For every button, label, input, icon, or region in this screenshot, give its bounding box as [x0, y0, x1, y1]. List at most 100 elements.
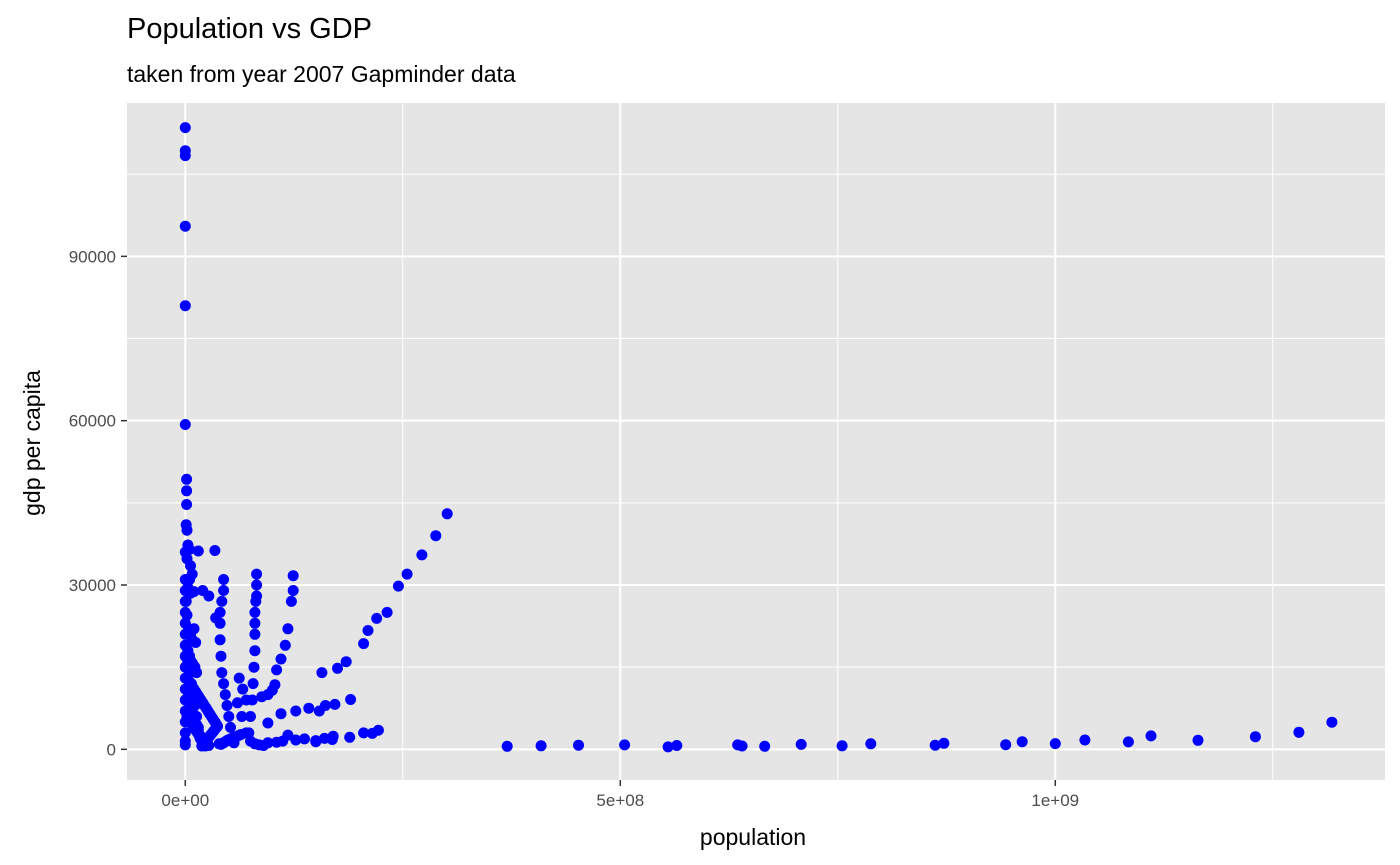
data-point [225, 721, 236, 733]
data-point [279, 639, 291, 651]
data-point [392, 580, 404, 592]
data-point [192, 721, 204, 733]
data-point [179, 739, 191, 751]
data-point [1249, 731, 1261, 743]
data-point [340, 656, 352, 668]
major-gridlines [127, 103, 1385, 780]
data-point [218, 678, 230, 690]
data-point [181, 609, 193, 621]
data-point [326, 734, 338, 745]
data-point [501, 740, 513, 752]
data-point [250, 595, 262, 607]
data-point [182, 656, 194, 668]
y-tick-label: 90000 [69, 247, 116, 266]
data-point [181, 553, 193, 565]
data-point [358, 727, 370, 739]
data-point [1326, 716, 1338, 728]
data-point [344, 731, 356, 743]
data-point [332, 662, 343, 674]
data-point [836, 740, 848, 752]
data-point [249, 617, 261, 629]
data-point [212, 720, 223, 732]
data-point [228, 737, 240, 749]
data-point [181, 473, 193, 485]
data-point [218, 574, 230, 585]
data-point [180, 639, 192, 651]
y-axis: 0 30000 60000 90000 [69, 247, 127, 759]
data-point [401, 568, 413, 580]
data-point [1145, 730, 1157, 742]
data-point [216, 667, 228, 679]
y-tick-label: 30000 [69, 576, 116, 595]
data-point [203, 740, 215, 751]
data-point [290, 705, 302, 717]
data-point [248, 661, 260, 673]
data-point [216, 595, 228, 607]
data-point [358, 638, 370, 650]
data-point [573, 739, 584, 751]
data-point [214, 634, 226, 646]
data-point [184, 667, 196, 679]
data-point [865, 738, 877, 750]
data-point [262, 717, 274, 729]
data-point [269, 679, 281, 691]
data-point [233, 672, 245, 684]
data-point [249, 645, 261, 657]
data-point [218, 585, 230, 596]
data-point [190, 637, 202, 648]
data-point [221, 700, 233, 711]
data-points [179, 122, 1338, 753]
data-point [247, 678, 259, 690]
y-tick-label: 60000 [69, 412, 116, 431]
data-point [662, 741, 674, 753]
data-point [372, 724, 384, 736]
data-point [1000, 739, 1012, 751]
data-point [191, 711, 203, 722]
y-axis-title: gdp per capita [19, 370, 45, 516]
data-point [245, 711, 256, 722]
data-point [179, 122, 191, 134]
data-point [275, 653, 287, 665]
data-point [262, 737, 274, 749]
data-point [243, 727, 255, 739]
data-point [179, 727, 191, 739]
data-point [381, 606, 393, 618]
x-tick-label: 5e+08 [596, 791, 644, 810]
data-point [282, 729, 294, 741]
data-point [303, 702, 315, 714]
data-point [188, 623, 200, 635]
data-point [189, 700, 201, 711]
data-point [214, 617, 226, 629]
data-point [179, 595, 191, 607]
data-point [181, 485, 193, 497]
data-point [181, 524, 193, 536]
data-point [441, 508, 453, 520]
data-point [232, 697, 243, 709]
data-point [179, 574, 191, 585]
data-point [251, 579, 263, 591]
x-tick-label: 1e+09 [1031, 791, 1079, 810]
chart-title: Population vs GDP [127, 13, 372, 45]
data-point [179, 220, 191, 232]
data-point [1293, 726, 1305, 738]
data-point [237, 683, 249, 695]
data-point [249, 628, 261, 640]
data-point [185, 678, 197, 690]
data-point [188, 586, 200, 598]
data-point [251, 568, 263, 580]
data-point [1079, 734, 1091, 746]
data-point [192, 545, 204, 557]
y-tick-label: 0 [107, 740, 116, 759]
data-point [1016, 736, 1028, 748]
data-point [430, 530, 442, 542]
data-point [181, 499, 193, 510]
data-point [1122, 736, 1134, 748]
data-point [275, 708, 287, 720]
data-point [236, 711, 248, 722]
data-point [938, 737, 950, 749]
data-point [290, 734, 302, 746]
data-point [795, 738, 807, 750]
data-point [184, 543, 196, 555]
data-point [671, 740, 683, 751]
